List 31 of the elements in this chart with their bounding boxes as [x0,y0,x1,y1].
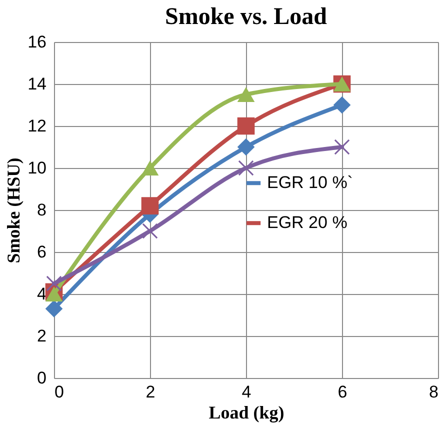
y-tick-label: 12 [28,116,46,136]
point [142,223,158,239]
x-tick-label: 0 [54,382,64,402]
point [141,197,159,214]
y-tick-label: 6 [37,242,46,262]
x-axis-title: Load (kg) [208,402,284,422]
x-tick-label: 2 [146,382,156,402]
point [45,286,63,302]
y-tick-label: 10 [28,158,46,178]
point [45,300,63,318]
point [237,138,255,156]
legend-label: EGR 20 % [267,213,348,232]
chart-title: Smoke vs. Load [164,4,328,30]
x-tick-label: 4 [242,382,252,402]
point [334,139,350,155]
x-tick-label: 6 [338,382,348,402]
point [141,160,159,176]
y-tick-label: 16 [28,32,46,52]
y-tick-label: 14 [28,74,46,94]
y-tick-label: 4 [37,284,46,304]
legend-label: EGR 10 %` [267,173,353,192]
y-tick-label: 8 [37,200,46,220]
point [46,276,62,292]
point [333,96,351,114]
y-tick-label: 0 [37,368,46,388]
point [237,87,255,102]
y-axis-title: Smoke (HSU) [4,158,24,264]
point [238,160,254,176]
point [237,117,255,135]
x-tick-label: 8 [429,382,438,402]
y-tick-label: 2 [37,326,46,346]
